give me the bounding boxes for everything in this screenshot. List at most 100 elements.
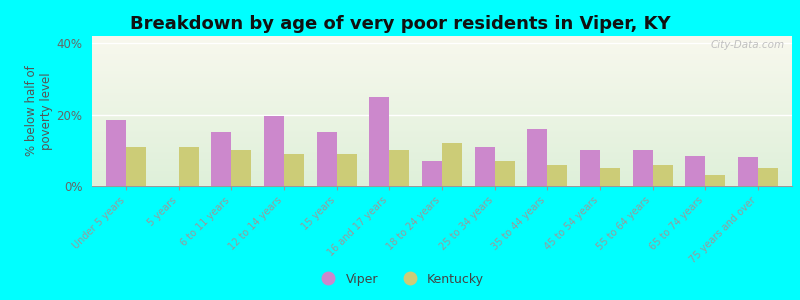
Bar <box>92 138 792 140</box>
Bar <box>92 105 792 106</box>
Bar <box>92 60 792 61</box>
Bar <box>92 103 792 105</box>
Bar <box>92 94 792 96</box>
Bar <box>92 140 792 141</box>
Bar <box>92 69 792 70</box>
Bar <box>92 136 792 138</box>
Bar <box>92 52 792 54</box>
Bar <box>92 184 792 186</box>
Bar <box>92 106 792 108</box>
Bar <box>92 147 792 148</box>
Bar <box>92 150 792 152</box>
Bar <box>92 78 792 80</box>
Bar <box>92 85 792 87</box>
Bar <box>317 132 337 186</box>
Text: City-Data.com: City-Data.com <box>711 40 785 50</box>
Bar <box>92 177 792 178</box>
Bar <box>92 46 792 48</box>
Bar <box>92 51 792 52</box>
Bar <box>92 96 792 98</box>
Bar <box>92 154 792 156</box>
Bar <box>92 180 792 182</box>
Bar <box>422 161 442 186</box>
Bar <box>92 144 792 146</box>
Bar <box>92 124 792 126</box>
Bar <box>92 156 792 158</box>
Bar <box>92 146 792 147</box>
Bar <box>92 74 792 75</box>
Bar <box>92 44 792 45</box>
Bar <box>92 108 792 110</box>
Bar <box>92 63 792 64</box>
Bar <box>92 159 792 160</box>
Bar <box>758 168 778 186</box>
Legend: Viper, Kentucky: Viper, Kentucky <box>311 268 489 291</box>
Bar <box>92 114 792 116</box>
Bar <box>92 70 792 72</box>
Bar <box>92 75 792 76</box>
Bar <box>92 112 792 114</box>
Bar <box>92 162 792 164</box>
Bar <box>92 90 792 92</box>
Bar <box>92 39 792 40</box>
Bar <box>92 87 792 88</box>
Bar <box>92 93 792 94</box>
Bar <box>92 80 792 81</box>
Bar <box>92 165 792 166</box>
Bar <box>92 76 792 78</box>
Bar <box>92 99 792 100</box>
Bar <box>92 158 792 159</box>
Bar <box>370 97 390 186</box>
Bar <box>92 132 792 134</box>
Y-axis label: % below half of
poverty level: % below half of poverty level <box>26 66 54 156</box>
Bar <box>179 147 199 186</box>
Bar <box>337 154 357 186</box>
Bar <box>92 88 792 90</box>
Bar <box>92 36 792 38</box>
Bar <box>705 175 725 186</box>
Bar <box>92 174 792 176</box>
Bar <box>92 110 792 111</box>
Bar <box>92 61 792 63</box>
Bar <box>474 147 494 186</box>
Bar <box>633 150 653 186</box>
Bar <box>92 82 792 84</box>
Bar <box>547 165 567 186</box>
Bar <box>92 182 792 183</box>
Bar <box>92 135 792 136</box>
Bar <box>92 126 792 128</box>
Bar <box>92 178 792 180</box>
Bar <box>92 111 792 112</box>
Bar <box>92 141 792 142</box>
Bar <box>92 100 792 102</box>
Bar <box>92 84 792 86</box>
Bar <box>442 143 462 186</box>
Bar <box>92 40 792 42</box>
Bar <box>92 129 792 130</box>
Bar <box>92 164 792 165</box>
Bar <box>211 132 231 186</box>
Bar <box>92 167 792 168</box>
Text: Breakdown by age of very poor residents in Viper, KY: Breakdown by age of very poor residents … <box>130 15 670 33</box>
Bar <box>92 171 792 172</box>
Bar <box>92 176 792 177</box>
Bar <box>264 116 284 186</box>
Bar <box>527 129 547 186</box>
Bar <box>92 56 792 57</box>
Bar <box>92 134 792 135</box>
Bar <box>92 172 792 174</box>
Bar <box>494 161 514 186</box>
Bar <box>92 58 792 60</box>
Bar <box>600 168 620 186</box>
Bar <box>92 168 792 170</box>
Bar <box>92 123 792 124</box>
Bar <box>231 150 251 186</box>
Bar <box>685 156 705 186</box>
Bar <box>92 130 792 132</box>
Bar <box>92 116 792 117</box>
Bar <box>92 118 792 120</box>
Bar <box>92 117 792 118</box>
Bar <box>92 153 792 154</box>
Bar <box>92 64 792 66</box>
Bar <box>92 72 792 74</box>
